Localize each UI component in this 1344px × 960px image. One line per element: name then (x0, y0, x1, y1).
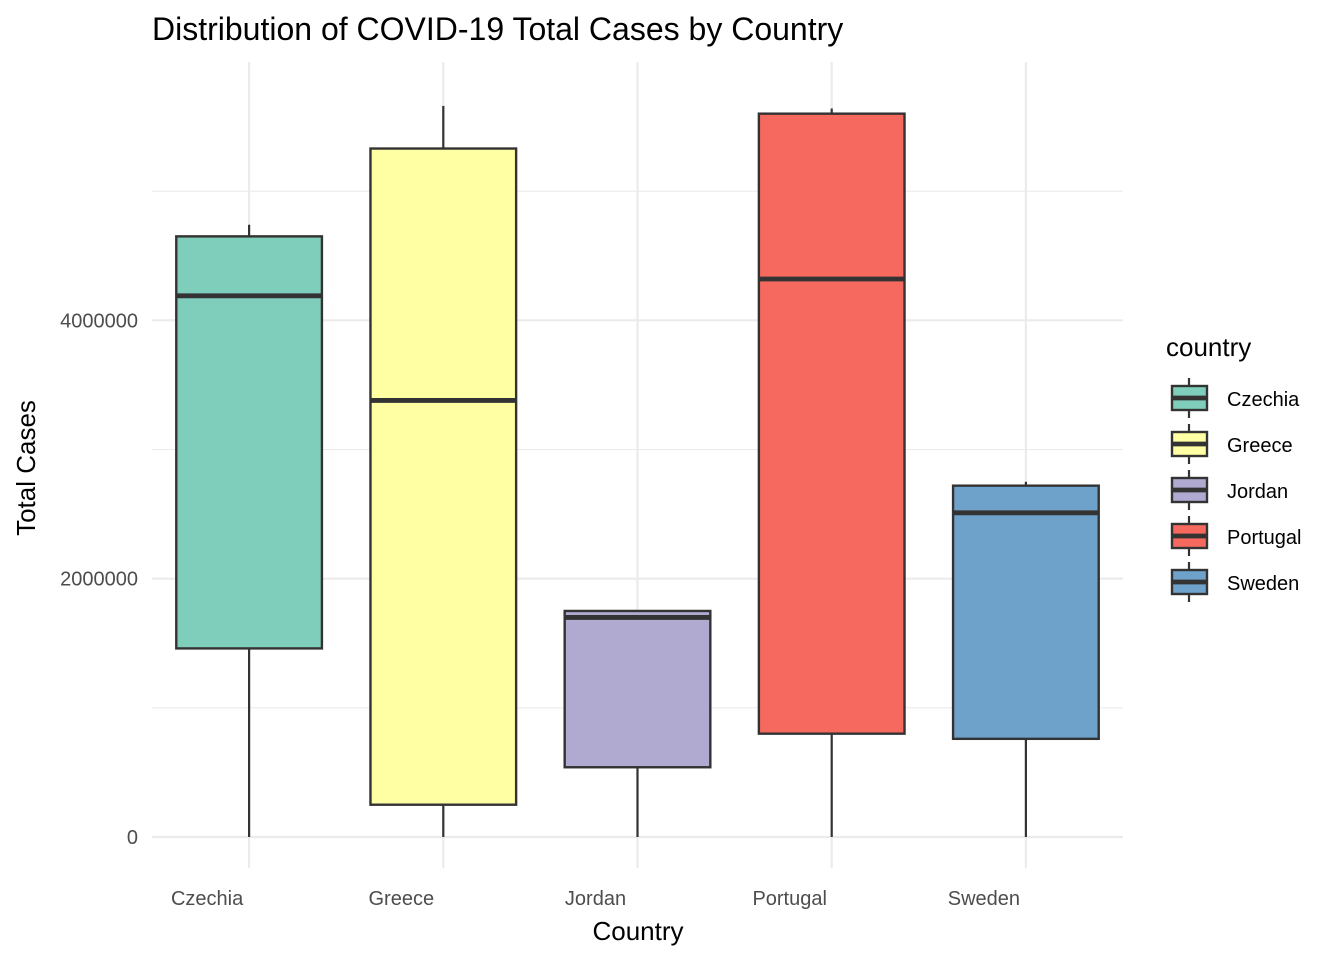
x-axis-ticks: Czechia Greece Jordan Portugal Sweden (171, 888, 1020, 910)
legend-label: Portugal (1227, 527, 1302, 549)
box-sweden (951, 481, 1100, 837)
y-axis-title: Total Cases (11, 400, 41, 536)
box-greece (369, 105, 518, 837)
x-tick-label: Czechia (171, 888, 244, 910)
chart-title: Distribution of COVID-19 Total Cases by … (152, 11, 843, 47)
box-body (175, 235, 324, 650)
legend-item-jordan: Jordan (1170, 470, 1288, 510)
x-tick-label: Portugal (752, 888, 827, 910)
legend-label: Sweden (1227, 573, 1299, 595)
y-axis-ticks: 0 2000000 4000000 (60, 310, 138, 849)
box-body (951, 484, 1100, 741)
box-body (369, 147, 518, 806)
box-jordan (563, 609, 712, 837)
box-body (757, 112, 906, 735)
x-tick-label: Sweden (948, 888, 1020, 910)
x-axis-title: Country (592, 916, 683, 946)
box-portugal (757, 108, 906, 837)
x-tick-label: Greece (369, 888, 435, 910)
legend-item-portugal: Portugal (1170, 516, 1302, 556)
box-body (563, 609, 712, 769)
y-tick-label: 4000000 (60, 310, 138, 332)
legend-label: Czechia (1227, 389, 1300, 411)
legend-items: Czechia Greece Jordan Portugal Sweden (1170, 378, 1302, 602)
box-czechia (175, 224, 324, 837)
legend: country Czechia Greece Jordan Portugal Swede… (1166, 332, 1302, 602)
boxes (175, 105, 1100, 837)
y-tick-label: 2000000 (60, 569, 138, 591)
x-tick-label: Jordan (565, 888, 626, 910)
legend-label: Greece (1227, 435, 1293, 457)
y-tick-label: 0 (127, 827, 138, 849)
legend-item-sweden: Sweden (1170, 562, 1299, 602)
legend-title: country (1166, 332, 1251, 362)
legend-item-czechia: Czechia (1170, 378, 1300, 418)
legend-label: Jordan (1227, 481, 1288, 503)
legend-item-greece: Greece (1170, 424, 1293, 464)
